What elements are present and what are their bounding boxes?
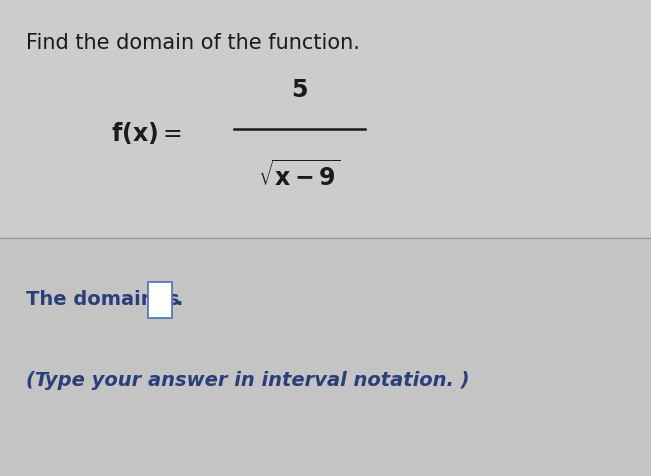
FancyBboxPatch shape xyxy=(148,282,173,318)
Text: .: . xyxy=(176,290,184,309)
Text: $\mathbf{f(x)} =$: $\mathbf{f(x)} =$ xyxy=(111,120,182,146)
Text: (Type your answer in interval notation. ): (Type your answer in interval notation. … xyxy=(26,371,469,390)
Text: $\mathbf{\sqrt{x-9}}$: $\mathbf{\sqrt{x-9}}$ xyxy=(258,161,340,191)
Bar xyxy=(0,238,651,476)
Text: Find the domain of the function.: Find the domain of the function. xyxy=(26,33,360,53)
Text: $\mathbf{5}$: $\mathbf{5}$ xyxy=(291,79,308,102)
Text: The domain is: The domain is xyxy=(26,290,180,309)
